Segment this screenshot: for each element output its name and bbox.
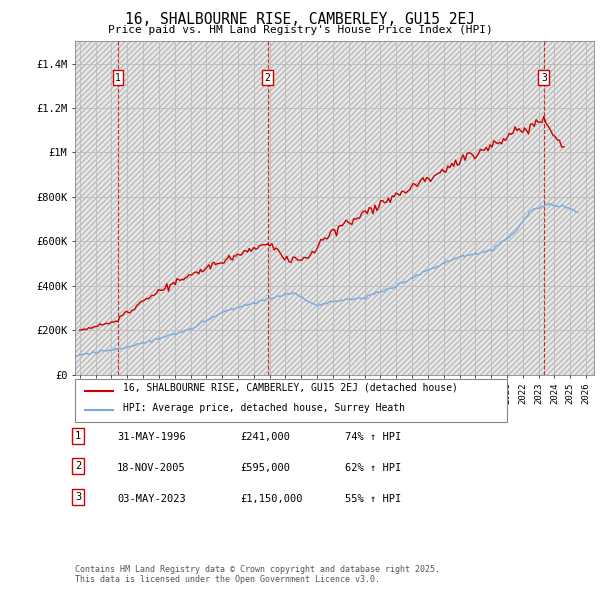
Text: 03-MAY-2023: 03-MAY-2023 [117, 494, 186, 504]
Bar [75, 41, 594, 375]
Text: 1: 1 [115, 73, 121, 83]
Text: 31-MAY-1996: 31-MAY-1996 [117, 432, 186, 442]
Text: Price paid vs. HM Land Registry's House Price Index (HPI): Price paid vs. HM Land Registry's House … [107, 25, 493, 35]
Text: Contains HM Land Registry data © Crown copyright and database right 2025.
This d: Contains HM Land Registry data © Crown c… [75, 565, 440, 584]
Text: £595,000: £595,000 [240, 463, 290, 473]
Text: 2: 2 [265, 73, 271, 83]
Text: 16, SHALBOURNE RISE, CAMBERLEY, GU15 2EJ (detached house): 16, SHALBOURNE RISE, CAMBERLEY, GU15 2EJ… [122, 383, 457, 393]
Text: 2: 2 [75, 461, 81, 471]
Text: £1,150,000: £1,150,000 [240, 494, 302, 504]
Text: 55% ↑ HPI: 55% ↑ HPI [345, 494, 401, 504]
Text: 16, SHALBOURNE RISE, CAMBERLEY, GU15 2EJ: 16, SHALBOURNE RISE, CAMBERLEY, GU15 2EJ [125, 12, 475, 27]
Text: 74% ↑ HPI: 74% ↑ HPI [345, 432, 401, 442]
Text: 62% ↑ HPI: 62% ↑ HPI [345, 463, 401, 473]
FancyBboxPatch shape [75, 379, 507, 422]
Text: 3: 3 [541, 73, 547, 83]
Text: £241,000: £241,000 [240, 432, 290, 442]
Text: 3: 3 [75, 492, 81, 502]
Text: HPI: Average price, detached house, Surrey Heath: HPI: Average price, detached house, Surr… [122, 402, 404, 412]
Text: 18-NOV-2005: 18-NOV-2005 [117, 463, 186, 473]
Text: 1: 1 [75, 431, 81, 441]
